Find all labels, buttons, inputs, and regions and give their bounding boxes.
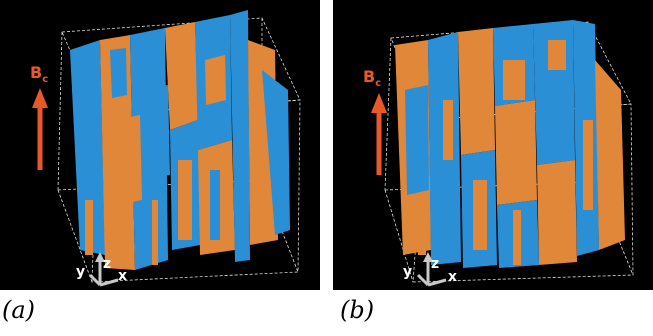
field-arrow	[371, 93, 387, 175]
axis-label-z: z	[103, 256, 111, 272]
field-label: Bc	[30, 63, 48, 85]
domain-structure-render-a: Bc y z x	[30, 10, 301, 287]
axis-triad	[88, 252, 119, 287]
domain-blocks	[70, 10, 290, 270]
render-panel-a: Bc y z x	[0, 0, 320, 290]
axis-label-z: z	[431, 256, 439, 272]
axis-label-y: y	[403, 264, 412, 280]
axis-triad	[416, 252, 447, 287]
field-label: Bc	[363, 67, 381, 89]
axis-label-x: x	[448, 269, 457, 285]
field-arrow	[32, 88, 48, 170]
axis-label-y: y	[76, 264, 85, 280]
domain-structure-render-b: Bc y z x	[363, 20, 634, 287]
axis-label-x: x	[118, 268, 127, 284]
caption-b: (b)	[340, 296, 375, 324]
caption-a: (a)	[2, 296, 36, 324]
domain-blocks	[395, 20, 625, 268]
render-panel-b: Bc y z x	[333, 0, 653, 290]
